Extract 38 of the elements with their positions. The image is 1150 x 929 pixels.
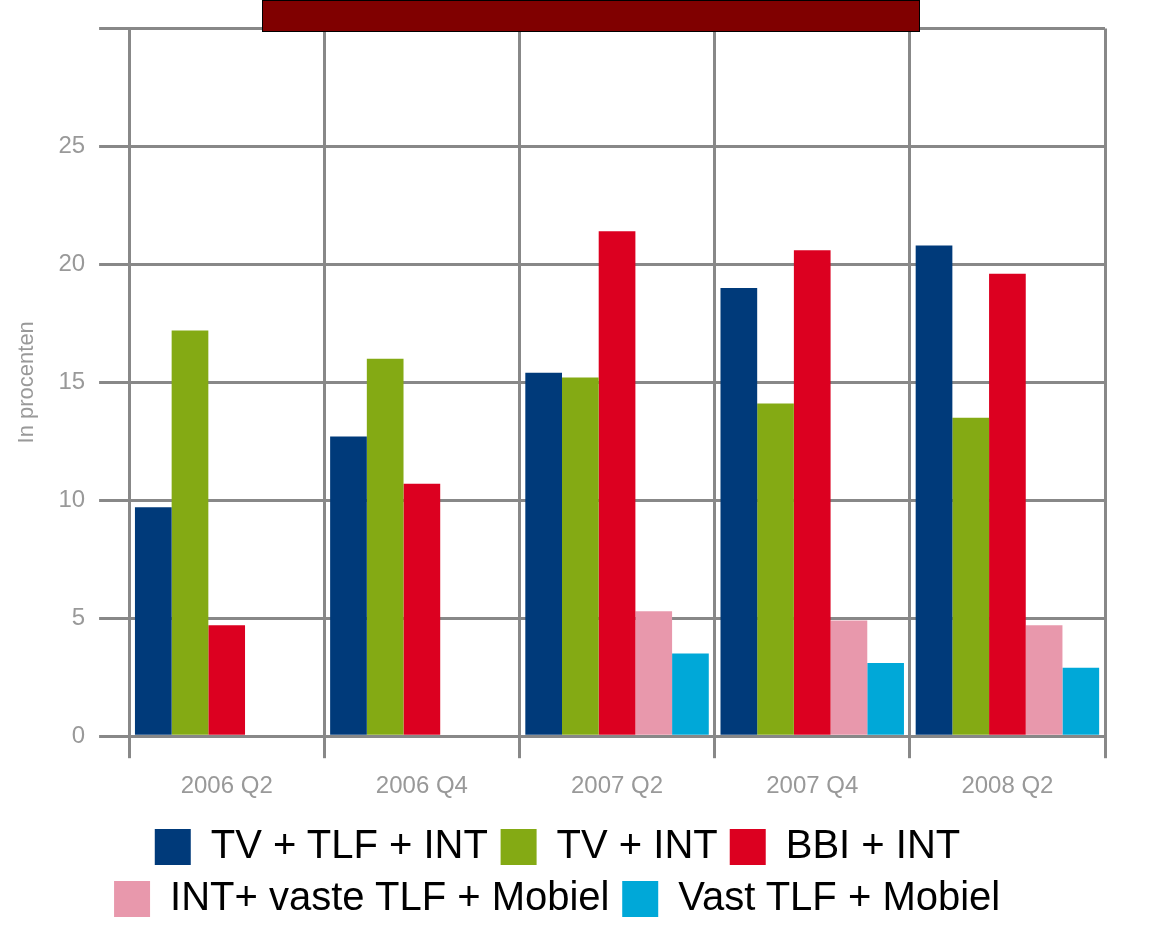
y-tick-label: 5 xyxy=(71,602,86,630)
bar xyxy=(989,273,1026,735)
y-tick-label: 15 xyxy=(58,366,86,394)
bar xyxy=(330,436,367,735)
legend-label: TV + INT xyxy=(556,822,718,867)
bar xyxy=(208,625,246,735)
bar xyxy=(830,620,868,735)
bar xyxy=(635,611,673,735)
bar xyxy=(952,417,990,735)
y-tick-label: 10 xyxy=(58,484,86,512)
bar xyxy=(366,358,404,735)
bar xyxy=(1062,667,1100,735)
y-axis-title: In procenten xyxy=(13,321,39,444)
bar xyxy=(720,287,758,735)
x-tick-label: 2006 Q4 xyxy=(375,771,468,799)
legend-label: Vast TLF + Mobiel xyxy=(678,874,1001,919)
x-tick-label: 2006 Q2 xyxy=(180,771,273,799)
bar xyxy=(525,372,563,735)
bar xyxy=(915,245,953,735)
bar xyxy=(403,483,441,735)
y-tick-label: 25 xyxy=(58,130,86,158)
y-tick-label: 0 xyxy=(71,720,86,748)
bar xyxy=(598,231,636,735)
legend-label: TV + TLF + INT xyxy=(210,822,488,867)
bar xyxy=(1025,625,1063,735)
bar xyxy=(134,507,172,735)
bar xyxy=(757,403,794,735)
x-tick-label: 2007 Q4 xyxy=(766,771,859,799)
bar xyxy=(672,653,709,735)
bar xyxy=(562,377,599,735)
y-tick-label: 20 xyxy=(58,248,86,276)
legend-label: INT+ vaste TLF + Mobiel xyxy=(170,874,610,919)
x-tick-label: 2007 Q2 xyxy=(571,771,664,799)
bar xyxy=(793,250,831,735)
x-tick-label: 2008 Q2 xyxy=(961,771,1054,799)
bar xyxy=(867,663,904,735)
legend-label: BBI + INT xyxy=(785,822,961,867)
bar xyxy=(171,330,209,735)
